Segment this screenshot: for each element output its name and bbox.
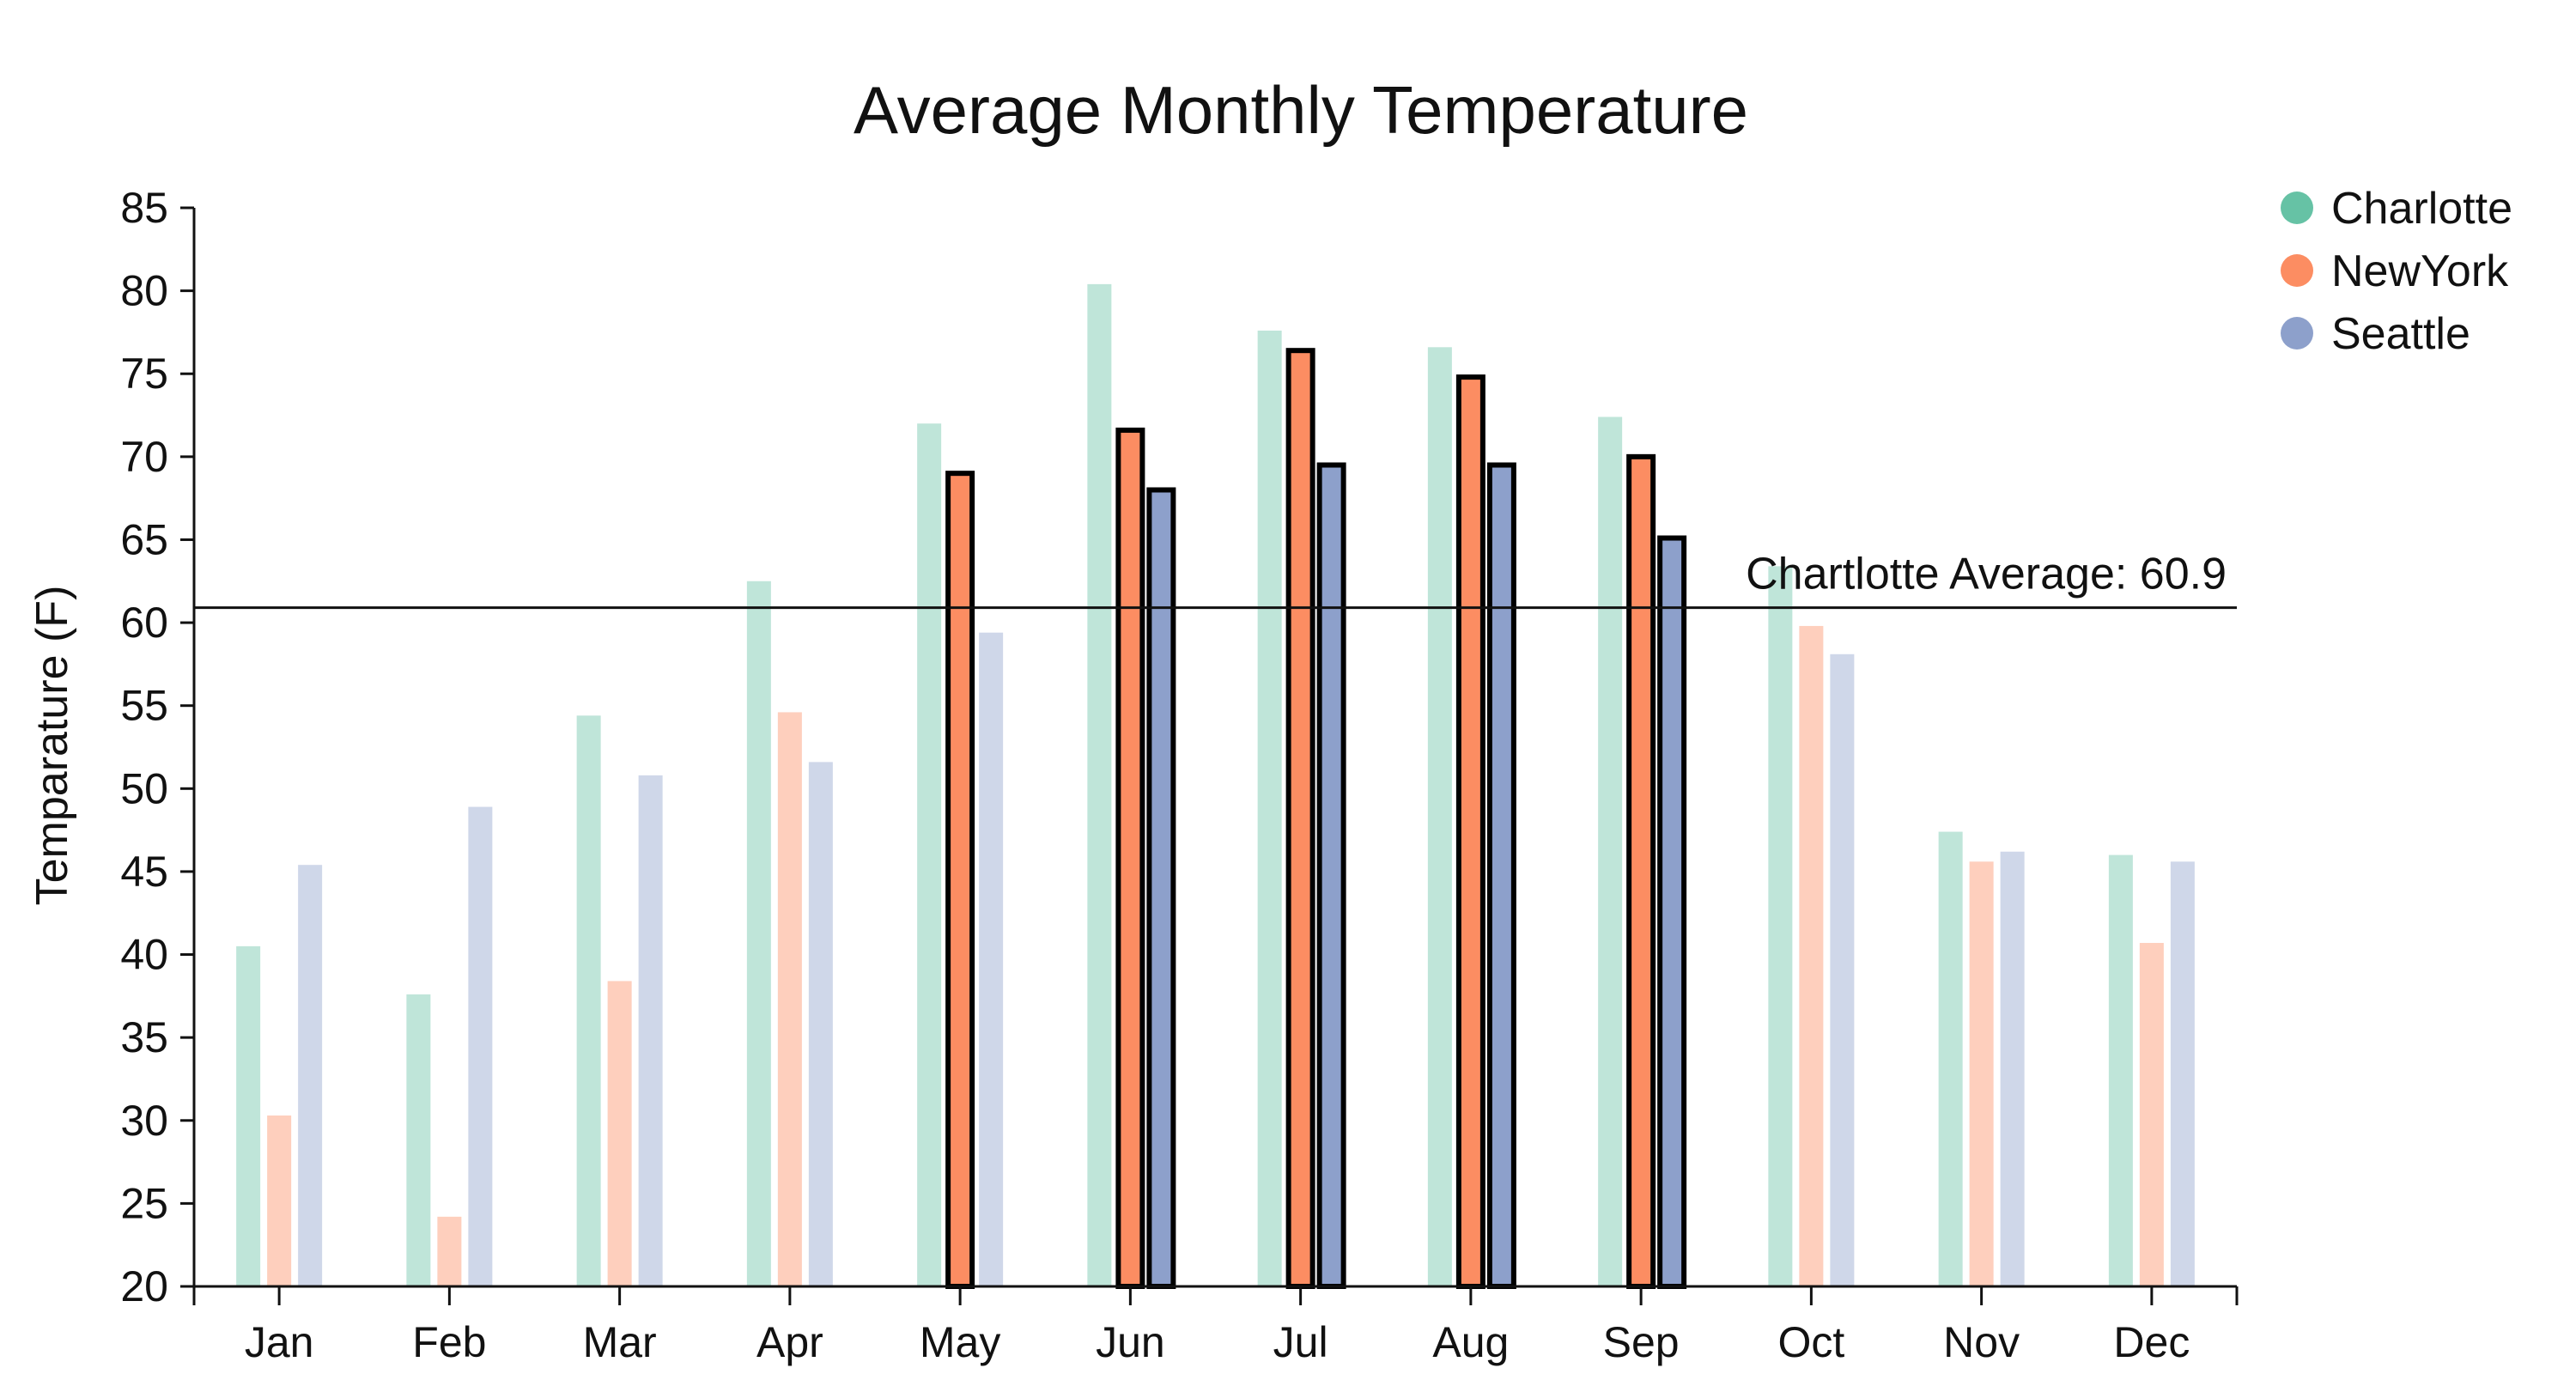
x-tick-label: Aug <box>1432 1318 1509 1366</box>
y-tick-label: 85 <box>120 184 168 232</box>
bar-seattle-mar <box>638 775 663 1286</box>
bar-seattle-oct <box>1830 654 1855 1286</box>
x-tick-label: Jun <box>1096 1318 1165 1366</box>
bar-newyork-sep <box>1626 453 1656 1289</box>
bar-seattle-jun <box>1146 487 1176 1289</box>
bar-newyork-aug <box>1455 374 1485 1290</box>
plot-area <box>236 283 2195 1290</box>
legend: Charlotte NewYork Seattle <box>2281 184 2512 359</box>
bar-seattle-dec <box>2170 861 2195 1286</box>
y-tick-label: 70 <box>120 433 168 481</box>
x-tick-label: Oct <box>1777 1318 1844 1366</box>
y-axis-label: Temparature (F) <box>27 586 77 906</box>
reference-line-group: Chartlotte Average: 60.9 <box>194 550 2237 610</box>
bar-charlotte-nov <box>1938 831 1963 1286</box>
bar-seattle-jan <box>298 865 323 1286</box>
bar-seattle-apr <box>808 762 833 1286</box>
y-tick-label: 75 <box>120 350 168 398</box>
bar-newyork-apr <box>777 712 802 1286</box>
bar-newyork-mar <box>607 981 632 1286</box>
bar-charlotte-jul <box>1257 330 1282 1287</box>
reference-line-label: Chartlotte Average: 60.9 <box>1746 550 2227 599</box>
chart-title: Average Monthly Temperature <box>854 72 1748 148</box>
bar-newyork-jan <box>267 1115 292 1286</box>
x-axis: Jan Feb Mar Apr May Jun Jul Aug Sep Oct Nov Dec <box>194 1285 2239 1366</box>
bar-seattle-nov <box>2000 851 2025 1286</box>
x-tick-label: Apr <box>756 1318 823 1366</box>
bar-charlotte-may <box>917 423 942 1286</box>
bar-newyork-dec <box>2139 943 2164 1286</box>
y-tick-label: 30 <box>120 1097 168 1145</box>
bar-charlotte-apr <box>746 581 771 1286</box>
bar-newyork-feb <box>437 1216 462 1286</box>
bar-charlotte-sep <box>1598 416 1623 1286</box>
legend-marker-newyork <box>2281 254 2313 287</box>
legend-label-newyork: NewYork <box>2331 246 2509 296</box>
bar-newyork-jul <box>1285 348 1315 1289</box>
bar-charlotte-dec <box>2108 854 2133 1286</box>
bar-newyork-oct <box>1799 625 1824 1286</box>
bar-newyork-nov <box>1969 861 1994 1286</box>
x-tick-label: Sep <box>1603 1318 1680 1366</box>
x-tick-label: Nov <box>1943 1318 2020 1366</box>
bar-charlotte-jan <box>236 945 261 1286</box>
bar-seattle-sep <box>1657 535 1687 1289</box>
x-tick-label: Feb <box>412 1318 486 1366</box>
bar-seattle-feb <box>468 806 493 1286</box>
y-tick-label: 50 <box>120 764 168 812</box>
y-tick-label: 40 <box>120 931 168 979</box>
bar-charlotte-jun <box>1087 283 1112 1287</box>
y-axis: 20 25 30 35 40 45 50 55 60 65 70 75 80 85 <box>120 184 196 1310</box>
x-tick-label: Mar <box>583 1318 657 1366</box>
legend-marker-seattle <box>2281 317 2313 350</box>
bar-seattle-aug <box>1486 462 1516 1289</box>
y-tick-label: 45 <box>120 848 168 896</box>
bar-charlotte-aug <box>1427 347 1452 1286</box>
bar-charlotte-mar <box>576 715 601 1286</box>
x-tick-label: Dec <box>2113 1318 2190 1366</box>
legend-label-seattle: Seattle <box>2331 309 2470 359</box>
bar-seattle-jul <box>1316 462 1346 1289</box>
legend-marker-charlotte <box>2281 192 2313 224</box>
y-tick-label: 55 <box>120 682 168 730</box>
x-tick-label: Jan <box>245 1318 314 1366</box>
x-tick-label: Jul <box>1273 1318 1328 1366</box>
bar-charlotte-oct <box>1768 566 1793 1286</box>
bar-charlotte-feb <box>406 994 431 1286</box>
legend-label-charlotte: Charlotte <box>2331 184 2512 234</box>
bar-newyork-jun <box>1115 427 1145 1289</box>
x-tick-label: May <box>920 1318 1000 1366</box>
y-tick-label: 25 <box>120 1179 168 1227</box>
y-tick-label: 80 <box>120 267 168 315</box>
y-tick-label: 65 <box>120 515 168 563</box>
y-tick-label: 35 <box>120 1013 168 1061</box>
y-tick-label: 60 <box>120 599 168 647</box>
y-tick-label: 20 <box>120 1262 168 1310</box>
bar-seattle-may <box>979 632 1004 1286</box>
bar-newyork-may <box>945 471 975 1289</box>
